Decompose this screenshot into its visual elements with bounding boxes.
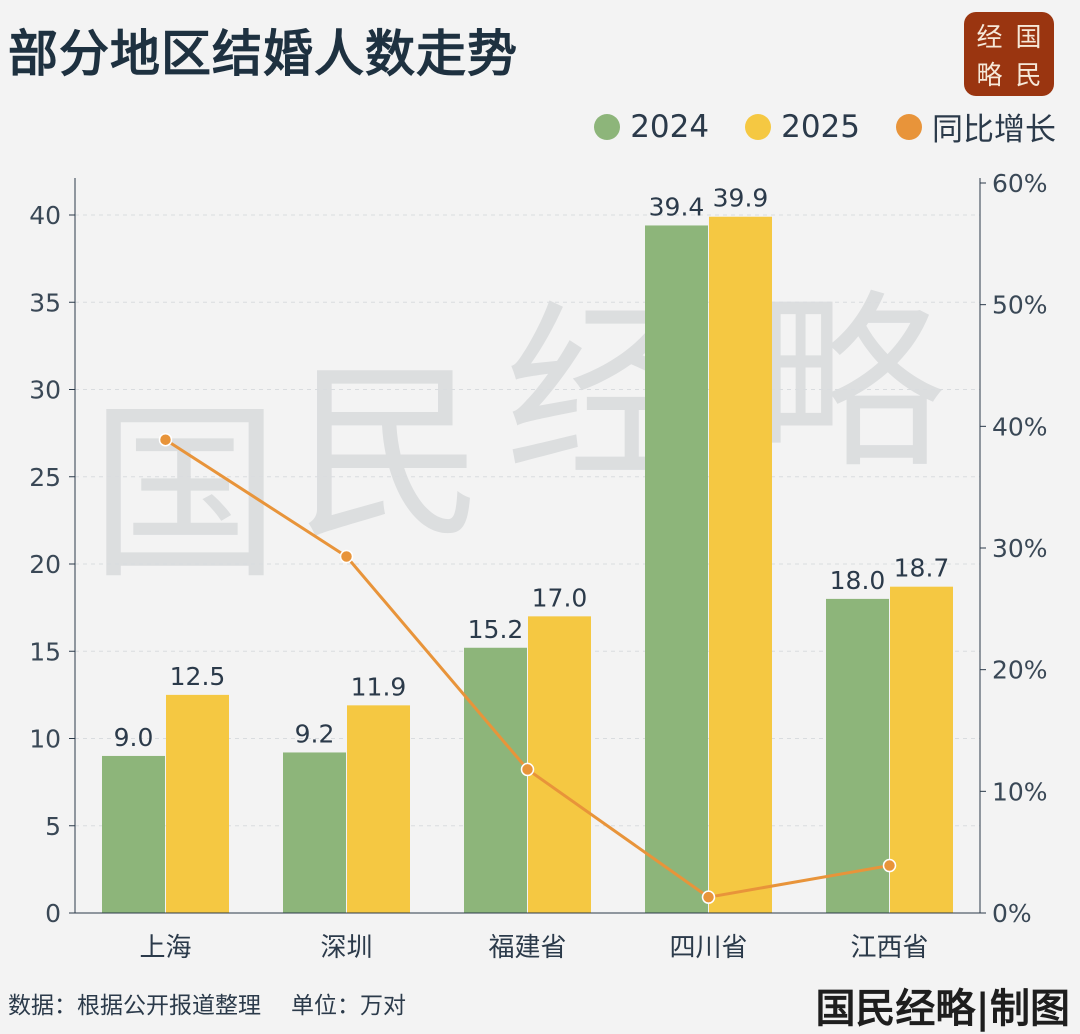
x-tick-label: 江西省: [850, 933, 928, 963]
y-left-tick-label: 30: [29, 376, 61, 405]
y-left-tick-label: 40: [29, 201, 61, 230]
bar-2024: [283, 752, 346, 913]
bar-2025: [890, 586, 953, 913]
legend-swatch: [896, 113, 922, 140]
y-left-tick-label: 10: [29, 725, 61, 754]
logo-char: 经: [976, 22, 1003, 53]
legend-swatch: [594, 113, 621, 140]
data-label: 15.2: [468, 615, 524, 644]
unit-note: 单位：万对: [291, 993, 406, 1019]
y-left-tick-label: 5: [45, 812, 61, 841]
data-label: 39.9: [713, 184, 769, 213]
y-right-tick-label: 60%: [992, 169, 1048, 198]
legend-item-growth: 同比增长: [896, 104, 1056, 149]
bar-2025: [347, 705, 410, 913]
y-left-tick-label: 15: [29, 637, 61, 666]
y-right-tick-label: 50%: [992, 291, 1048, 320]
data-label: 9.0: [114, 723, 154, 752]
logo-char: 略: [976, 60, 1003, 91]
y-left-tick-label: 35: [29, 288, 61, 317]
data-label: 12.5: [170, 662, 226, 691]
x-tick-label: 深圳: [320, 933, 372, 963]
growth-point: [520, 762, 535, 777]
data-label: 9.2: [295, 719, 335, 748]
y-right-tick-label: 10%: [992, 777, 1048, 806]
x-tick-label: 四川省: [669, 933, 747, 963]
growth-point: [882, 858, 897, 873]
bar-2024: [102, 755, 165, 913]
growth-point: [339, 549, 354, 564]
watermark-char: 民: [295, 344, 485, 565]
legend-label: 2024: [630, 108, 710, 145]
watermark-char: 略: [755, 274, 945, 495]
y-right-tick-label: 40%: [992, 412, 1048, 441]
bar-2024: [645, 225, 708, 914]
y-right-tick-label: 20%: [992, 656, 1048, 685]
chart-title: 部分地区结婚人数走势: [8, 25, 518, 83]
data-label: 17.0: [532, 583, 588, 612]
growth-point: [701, 890, 716, 904]
logo-char: 民: [1015, 60, 1042, 91]
legend-label: 同比增长: [932, 112, 1056, 148]
growth-point: [158, 432, 173, 447]
brand-logo: 经 国 略 民: [964, 12, 1054, 96]
bar-2025: [709, 216, 772, 913]
data-label: 39.4: [649, 192, 705, 221]
y-left-tick-label: 20: [29, 550, 61, 579]
data-label: 18.7: [894, 554, 950, 583]
y-right-tick-label: 0%: [992, 899, 1032, 928]
x-tick-label: 上海: [139, 933, 191, 963]
legend-item-2024: 2024: [594, 104, 709, 149]
y-left-tick-label: 25: [29, 463, 61, 492]
legend: 2024 2025 同比增长: [594, 104, 1056, 149]
logo-char: 国: [1015, 22, 1042, 53]
bar-2025: [166, 694, 229, 913]
credit: 国民经略|制图: [815, 985, 1070, 1032]
source-note: 数据：根据公开报道整理: [8, 993, 261, 1019]
bar-2024: [826, 598, 889, 913]
y-right-tick-label: 30%: [992, 534, 1048, 563]
x-tick-label: 福建省: [488, 933, 566, 963]
legend-swatch: [745, 113, 772, 140]
bar-2024: [464, 647, 527, 913]
data-label: 11.9: [351, 672, 407, 701]
footer-notes: 数据：根据公开报道整理 单位：万对: [8, 986, 436, 1020]
growth-line: [164, 438, 890, 899]
data-label: 18.0: [830, 566, 886, 595]
y-left-tick-label: 0: [45, 899, 61, 928]
legend-item-2025: 2025: [745, 104, 860, 149]
legend-label: 2025: [781, 108, 860, 145]
bar-2025: [528, 616, 591, 913]
